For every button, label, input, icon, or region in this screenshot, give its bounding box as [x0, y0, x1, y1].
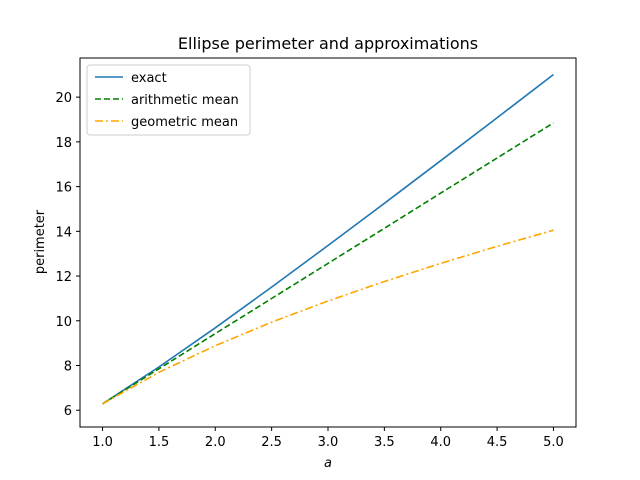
axes-frame: [79, 57, 577, 428]
x-tick-label: 2.5: [261, 435, 282, 450]
legend-entry: exact: [131, 71, 167, 86]
series-line-exact: [102, 73, 554, 405]
legend: exact arithmetic mean geometric mean: [86, 64, 251, 136]
y-axis-label: perimeter: [33, 209, 48, 274]
x-tick-label: 3.0: [318, 435, 339, 450]
y-tick-label: 8: [64, 360, 72, 375]
y-tick-label: 6: [64, 404, 72, 419]
x-tick-label: 3.5: [374, 435, 395, 450]
y-tick-label: 20: [55, 91, 72, 106]
axis-ticks: 1.0 1.5 2.0 2.5 3.0 3.5 4.0 4.5 5.0 6 8 10 12 14 16 18 2…: [55, 91, 563, 450]
y-tick-label: 14: [55, 225, 72, 240]
y-tick-label: 10: [55, 315, 72, 330]
y-tick-label: 12: [55, 270, 72, 285]
y-tick-label: 18: [55, 136, 72, 151]
series-lines: [102, 73, 554, 405]
x-tick-label: 1.0: [92, 435, 113, 450]
series-line-arithmetic-mean: [102, 122, 554, 405]
x-tick-label: 2.0: [205, 435, 226, 450]
series-line-geometric-mean: [102, 229, 554, 405]
x-tick-label: 4.5: [487, 435, 508, 450]
x-tick-label: 5.0: [543, 435, 564, 450]
x-tick-label: 4.0: [430, 435, 451, 450]
legend-entry: arithmetic mean: [131, 93, 239, 108]
legend-box: [86, 64, 251, 136]
x-axis-label: a: [324, 456, 332, 471]
x-tick-label: 1.5: [149, 435, 170, 450]
legend-entry: geometric mean: [131, 115, 238, 130]
chart-title: Ellipse perimeter and approximations: [178, 34, 478, 53]
y-tick-label: 16: [55, 181, 72, 196]
